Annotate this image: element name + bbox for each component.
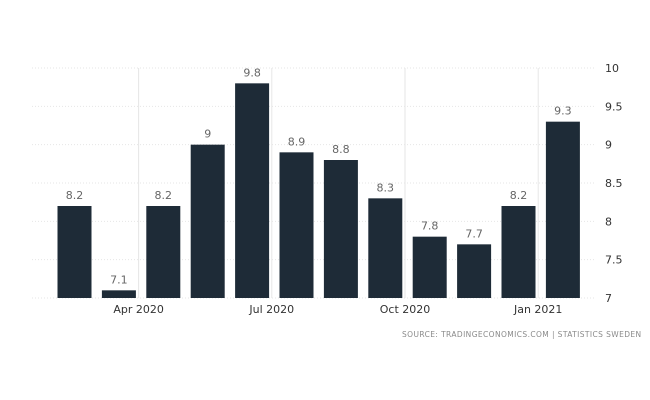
data-label: 7.1 <box>110 273 128 286</box>
data-labels: 8.2 7.1 8.2 9 9.8 8.9 8.8 8.3 7.8 7.7 8.2 9.3 <box>66 66 572 286</box>
bar <box>190 144 225 298</box>
x-axis-ticks: Apr 2020 Jul 2020 Oct 2020 Jan 2021 <box>113 303 562 316</box>
bar <box>457 244 492 298</box>
x-tick-label: Jul 2020 <box>248 303 294 316</box>
bar <box>501 206 536 298</box>
bar <box>323 160 358 298</box>
bars <box>57 83 580 299</box>
y-tick-label: 9 <box>605 139 612 152</box>
bar <box>101 290 136 298</box>
data-label: 9.8 <box>243 66 261 79</box>
y-tick-label: 8.5 <box>605 177 623 190</box>
data-label: 8.2 <box>66 189 84 202</box>
bar <box>146 206 181 298</box>
data-label: 8.3 <box>377 181 395 194</box>
y-tick-label: 7.5 <box>605 254 623 267</box>
data-label: 9 <box>204 128 211 141</box>
x-tick-label: Apr 2020 <box>113 303 164 316</box>
bar <box>545 121 580 299</box>
bar <box>57 206 92 298</box>
data-label: 8.2 <box>155 189 173 202</box>
data-label: 8.8 <box>332 143 350 156</box>
y-tick-label: 7 <box>605 292 612 305</box>
x-tick-label: Oct 2020 <box>380 303 431 316</box>
source-note: SOURCE: TRADINGECONOMICS.COM | STATISTIC… <box>402 330 642 339</box>
bar <box>412 236 447 298</box>
y-tick-label: 9.5 <box>605 100 623 113</box>
bar <box>235 83 270 298</box>
bar <box>279 152 314 298</box>
bar <box>368 198 403 298</box>
y-axis-ticks: 10 9.5 9 8.5 8 7.5 7 <box>605 62 623 305</box>
data-label: 9.3 <box>554 105 572 118</box>
data-label: 7.8 <box>421 220 439 233</box>
y-tick-label: 10 <box>605 62 619 75</box>
data-label: 7.7 <box>465 227 483 240</box>
y-tick-label: 8 <box>605 215 612 228</box>
x-tick-label: Jan 2021 <box>513 303 562 316</box>
data-label: 8.2 <box>510 189 528 202</box>
data-label: 8.9 <box>288 135 306 148</box>
